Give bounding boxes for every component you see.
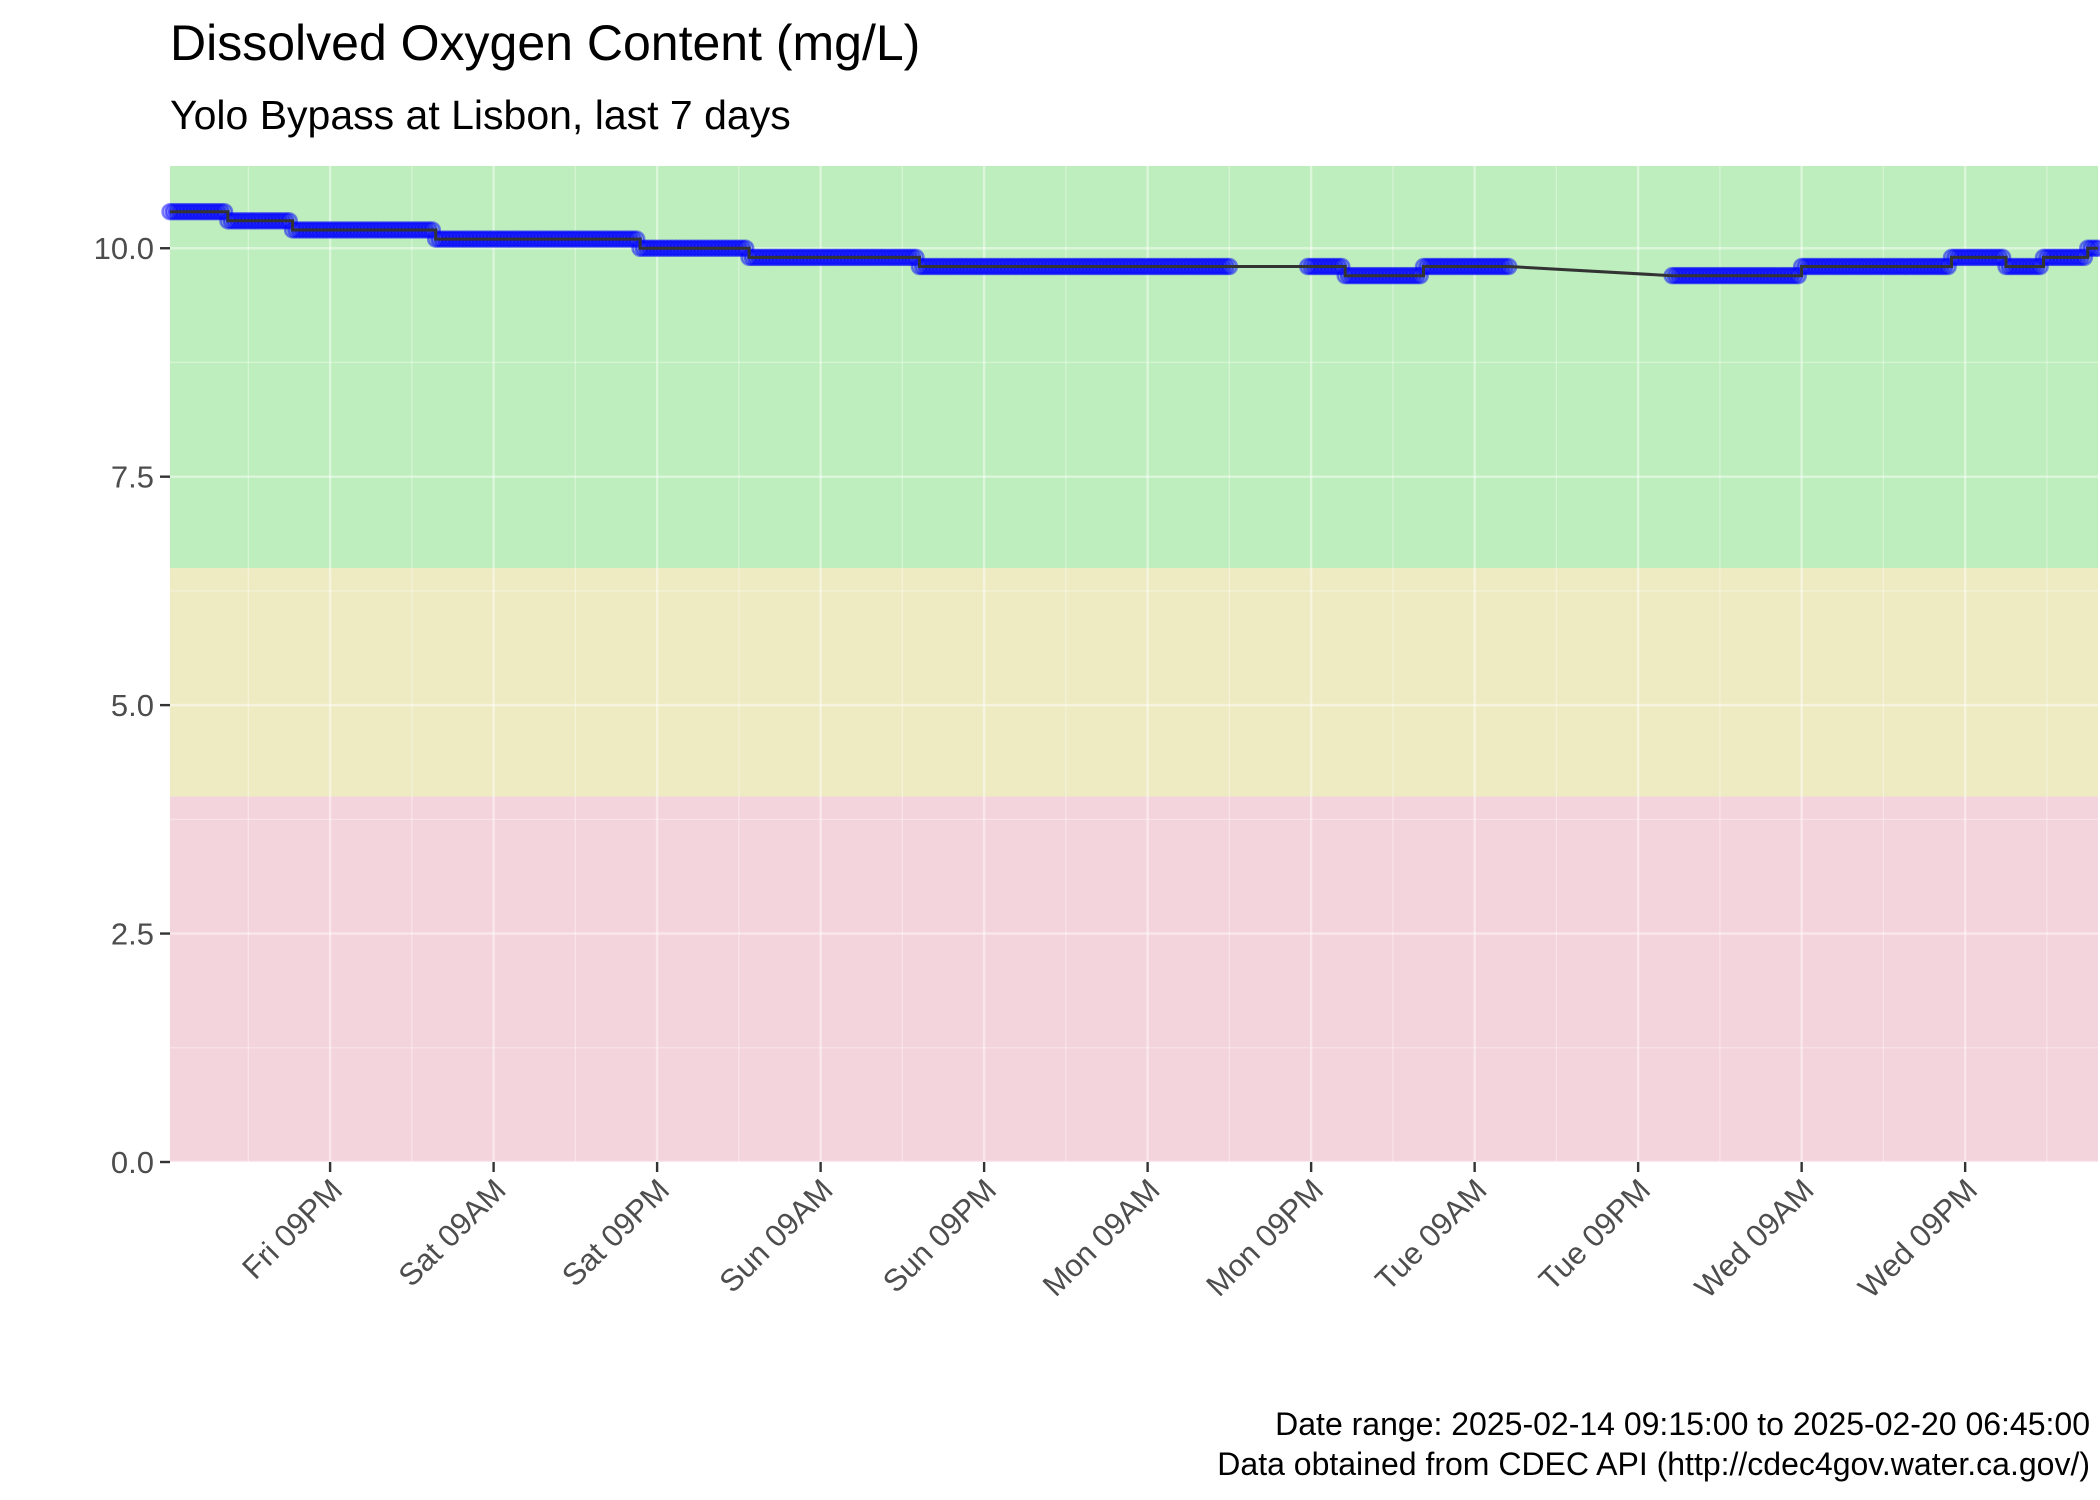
x-tick-label: Tue 09AM [1369, 1172, 1494, 1297]
y-tick-label: 10.0 [94, 231, 154, 266]
y-axis: 0.0 2.5 5.0 7.5 10.0 [94, 231, 170, 1180]
band-2 [170, 166, 2098, 569]
band-0 [170, 796, 2098, 1162]
chart-title: Dissolved Oxygen Content (mg/L) [170, 15, 921, 71]
x-axis: Fri 09PM Sat 09AM Sat 09PM Sun 09AM Sun 09PM… [235, 1162, 1984, 1305]
y-tick-label: 5.0 [111, 688, 154, 723]
y-tick-label: 2.5 [111, 917, 154, 952]
x-tick-label: Mon 09AM [1036, 1172, 1167, 1303]
chart-subtitle: Yolo Bypass at Lisbon, last 7 days [170, 92, 791, 138]
major-gridlines [170, 166, 2098, 1164]
band-1 [170, 568, 2098, 797]
x-tick-label: Tue 09PM [1532, 1172, 1657, 1297]
x-tick-label: Sun 09AM [712, 1172, 839, 1299]
x-tick-label: Sat 09AM [392, 1172, 513, 1293]
caption-source: Data obtained from CDEC API (http://cdec… [1217, 1446, 2090, 1482]
caption-date-range: Date range: 2025-02-14 09:15:00 to 2025-… [1275, 1406, 2090, 1442]
x-tick-label: Wed 09PM [1851, 1172, 1984, 1305]
y-tick-label: 0.0 [111, 1145, 154, 1180]
series-line [170, 210, 2098, 278]
threshold-bands [170, 166, 2098, 1162]
minor-gridlines [170, 166, 2098, 1162]
x-tick-label: Mon 09PM [1199, 1172, 1330, 1303]
y-tick-label: 7.5 [111, 460, 154, 495]
x-tick-label: Fri 09PM [235, 1172, 349, 1286]
x-tick-label: Sun 09PM [876, 1172, 1003, 1299]
series-layer [161, 202, 2100, 285]
x-tick-label: Sat 09PM [555, 1172, 676, 1293]
x-tick-label: Wed 09AM [1688, 1172, 1821, 1305]
